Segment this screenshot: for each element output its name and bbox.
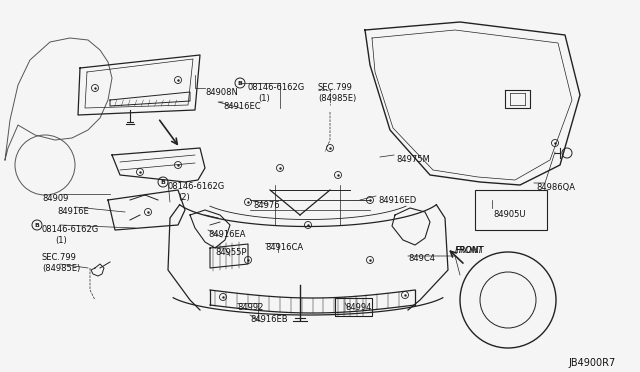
Text: FRONT: FRONT [455, 246, 484, 255]
Text: (84985E): (84985E) [318, 94, 356, 103]
Text: 84905U: 84905U [493, 210, 525, 219]
Text: 08146-6162G: 08146-6162G [247, 83, 304, 92]
Text: B: B [35, 222, 40, 228]
Text: B: B [161, 180, 165, 185]
Text: SEC.799: SEC.799 [42, 253, 77, 262]
Text: 84916EA: 84916EA [208, 230, 246, 239]
Text: 08146-6162G: 08146-6162G [42, 225, 99, 234]
Text: (2): (2) [178, 193, 189, 202]
Text: 08146-6162G: 08146-6162G [168, 182, 225, 191]
Text: 84916EB: 84916EB [250, 315, 287, 324]
Bar [475, 190, 547, 230]
Text: 84916CA: 84916CA [265, 243, 303, 252]
Text: 84908N: 84908N [205, 88, 238, 97]
Text: 84976: 84976 [253, 201, 280, 210]
Text: (1): (1) [55, 236, 67, 245]
Text: B: B [237, 80, 243, 86]
Text: 84916ED: 84916ED [378, 196, 416, 205]
Text: 84986QA: 84986QA [536, 183, 575, 192]
Text: 84955P: 84955P [215, 248, 246, 257]
Text: FRONT: FRONT [455, 246, 484, 255]
Text: 84994: 84994 [345, 303, 371, 312]
Text: 84992: 84992 [237, 303, 264, 312]
Text: JB4900R7: JB4900R7 [568, 358, 615, 368]
Text: 84916E: 84916E [57, 207, 89, 216]
Text: 84909: 84909 [42, 194, 68, 203]
Text: 84916EC: 84916EC [223, 102, 260, 111]
Text: 849C4: 849C4 [408, 254, 435, 263]
Text: (1): (1) [258, 94, 269, 103]
Text: 84975M: 84975M [396, 155, 429, 164]
Text: SEC.799: SEC.799 [318, 83, 353, 92]
Text: (84985E): (84985E) [42, 264, 80, 273]
